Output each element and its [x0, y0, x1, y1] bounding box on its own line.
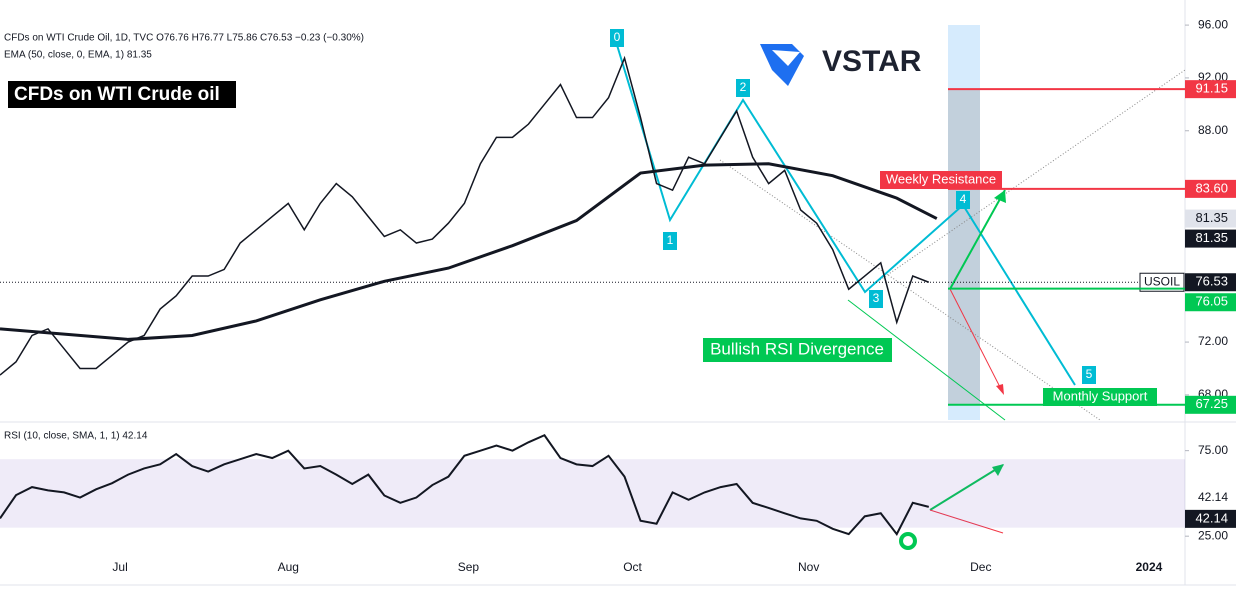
x-tick-label: 2024: [1136, 560, 1163, 574]
price-label: 83.60: [1195, 180, 1228, 195]
symbol-header: CFDs on WTI Crude Oil, 1D, TVC O76.76 H7…: [4, 33, 364, 44]
rsi-up-arrow: [929, 464, 1004, 511]
wave-box: [1082, 366, 1096, 384]
x-tick-label: Dec: [970, 560, 991, 574]
price-label-box: [1185, 293, 1236, 312]
price-label: 76.53: [1195, 274, 1228, 289]
price-label: 67.25: [1195, 396, 1228, 411]
wave-label: 3: [873, 291, 880, 305]
wave-label: 0: [614, 30, 621, 44]
divergence-marker: [899, 532, 917, 550]
price-label: 81.35: [1195, 230, 1228, 245]
down-arrow: [949, 288, 1004, 394]
y-tick-label: 88.00: [1198, 123, 1228, 137]
price-line: [0, 55, 930, 376]
annotation: Bullish RSI Divergence: [710, 339, 884, 358]
y-tick-label: 96.00: [1198, 17, 1228, 31]
rsi-line: [0, 434, 930, 536]
rsi-tick-label: 25.00: [1198, 528, 1228, 542]
rsi-label-box: [1185, 509, 1236, 528]
ema-header: EMA (50, close, 0, EMA, 1) 81.35: [4, 50, 152, 61]
rsi-tick-label: 75.00: [1198, 443, 1228, 457]
x-tick-label: Nov: [798, 560, 819, 574]
price-label: 76.05: [1195, 294, 1228, 309]
brand-logo: [760, 44, 804, 86]
price-label-box: [1185, 229, 1236, 248]
wave-label: 1: [667, 233, 674, 247]
x-tick-label: Jul: [112, 560, 127, 574]
wave-box: [610, 29, 624, 47]
price-label-box: [1185, 179, 1236, 198]
rsi-down-arrow: [929, 509, 1004, 534]
rsi-label: 42.14: [1198, 490, 1228, 504]
up-arrow: [949, 189, 1006, 290]
range-zone: [948, 90, 980, 405]
wave-box: [869, 290, 883, 308]
divergence-line: [847, 299, 1006, 421]
x-tick-label: Aug: [278, 560, 299, 574]
annotation-box: [703, 338, 892, 362]
price-label: 81.35: [1195, 210, 1228, 225]
wave-label: 4: [960, 192, 967, 206]
wave-label: 2: [740, 80, 747, 94]
price-label-box: [1185, 80, 1236, 99]
wave-box: [956, 191, 970, 209]
brand-logo: [772, 50, 800, 66]
price-label-box: [1185, 209, 1236, 228]
rsi-label: 42.14: [1195, 510, 1228, 525]
trend-line: [719, 159, 1101, 421]
arrow-head: [996, 384, 1004, 395]
brand: VSTAR: [822, 45, 922, 78]
symbol-label: USOIL: [1144, 274, 1180, 288]
title-box: [8, 81, 236, 108]
annotation: Monthly Support: [1053, 388, 1148, 403]
annotation-box: [1043, 388, 1157, 406]
annotation-box: [880, 171, 1002, 189]
ema-line: [0, 162, 938, 341]
y-tick-label: 72.00: [1198, 334, 1228, 348]
annotation: Weekly Resistance: [886, 171, 996, 186]
price-label-box: [1185, 273, 1236, 292]
arrow-head: [992, 464, 1004, 476]
wave-box: [736, 79, 750, 97]
wave-label: 5: [1086, 367, 1093, 381]
x-tick-label: Sep: [458, 560, 480, 574]
chart-title: CFDs on WTI Crude oil: [14, 84, 220, 105]
symbol-box: [1139, 272, 1185, 292]
arrow-head: [994, 190, 1006, 203]
price-label-box: [1185, 395, 1236, 414]
x-tick-label: Oct: [623, 560, 642, 574]
price-label: 91.15: [1195, 81, 1228, 96]
rsi-band: [0, 459, 1185, 528]
wave-box: [663, 232, 677, 250]
rsi-header: RSI (10, close, SMA, 1, 1) 42.14: [4, 431, 148, 442]
wave-path: [616, 44, 1076, 386]
